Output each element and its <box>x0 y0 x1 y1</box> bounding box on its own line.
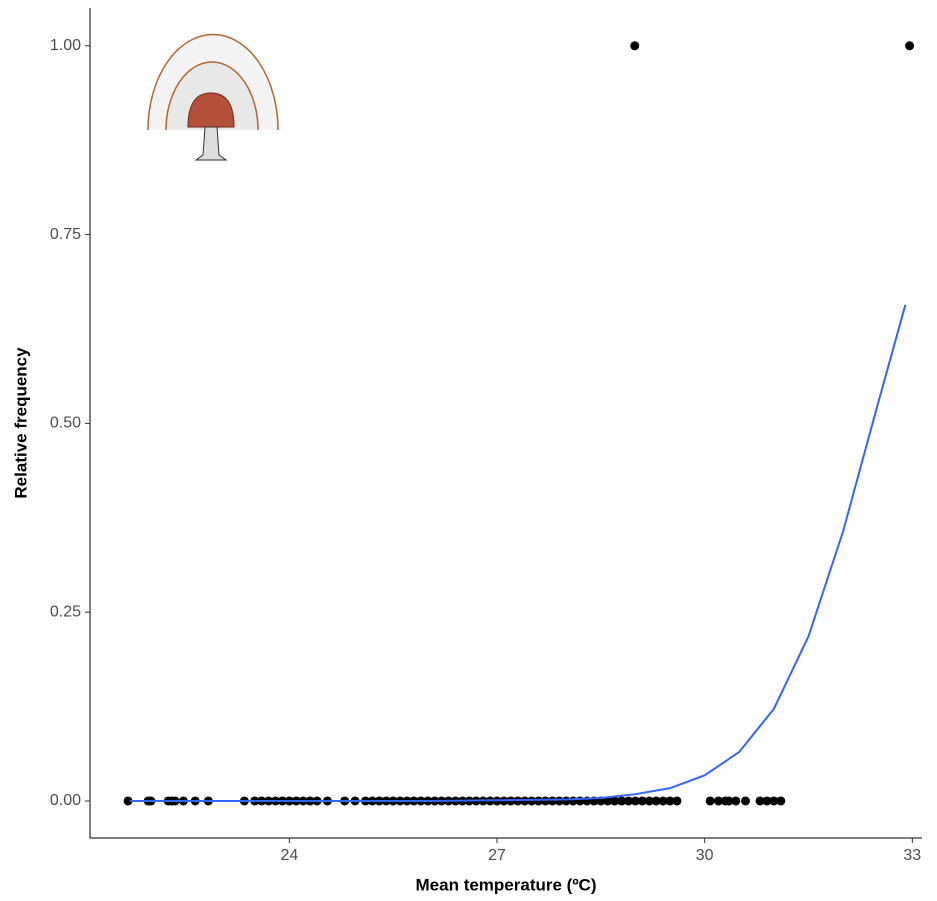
point <box>644 796 654 806</box>
fit-line <box>130 304 907 802</box>
point <box>603 796 613 806</box>
y-tick-label: 0.00 <box>50 792 81 809</box>
point <box>905 41 915 51</box>
point <box>123 796 133 806</box>
point <box>762 796 772 806</box>
point <box>755 796 765 806</box>
point <box>776 796 786 806</box>
x-tick-label: 27 <box>488 847 506 864</box>
point <box>740 796 750 806</box>
point <box>617 796 627 806</box>
x-axis-title: Mean temperature (ºC) <box>416 875 597 894</box>
mushroom-icon <box>147 33 279 161</box>
point <box>672 796 682 806</box>
x-tick-label: 24 <box>280 847 298 864</box>
point <box>705 796 715 806</box>
point <box>651 796 661 806</box>
point <box>731 796 741 806</box>
point <box>527 796 537 806</box>
point <box>520 796 530 806</box>
x-tick-label: 33 <box>903 847 921 864</box>
point <box>624 796 634 806</box>
y-tick-label: 0.25 <box>50 603 81 620</box>
point <box>637 796 647 806</box>
y-tick-label: 0.50 <box>50 415 81 432</box>
point <box>658 796 668 806</box>
point <box>769 796 779 806</box>
point <box>610 796 620 806</box>
point <box>630 796 640 806</box>
y-tick-label: 1.00 <box>50 37 81 54</box>
y-axis-title: Relative frequency <box>11 347 30 499</box>
point <box>630 41 640 51</box>
point <box>534 796 544 806</box>
y-tick-label: 0.75 <box>50 226 81 243</box>
x-tick-label: 30 <box>696 847 714 864</box>
point <box>713 796 723 806</box>
point <box>724 796 734 806</box>
point <box>665 796 675 806</box>
